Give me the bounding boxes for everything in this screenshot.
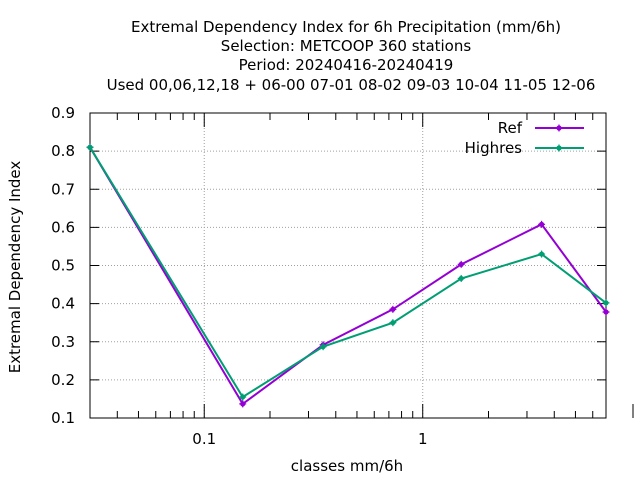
legend-label-ref: Ref [498, 119, 523, 137]
grid [90, 113, 606, 418]
y-tick-label: 0.6 [51, 218, 75, 236]
y-axis-label: Extremal Dependency Index [6, 161, 24, 374]
y-tick-label: 0.5 [51, 257, 75, 275]
x-tick-label: 0.1 [192, 430, 216, 448]
series-group [86, 143, 610, 408]
legend-label-highres: Highres [465, 139, 523, 157]
y-tick-label: 0.4 [51, 295, 75, 313]
series-ref [86, 143, 610, 408]
chart-title: Extremal Dependency Index for 6h Precipi… [107, 18, 596, 94]
title-line-4: Used 00,06,12,18 + 06-00 07-01 08-02 09-… [107, 76, 596, 94]
x-axis-label: classes mm/6h [291, 457, 403, 475]
title-line-2: Selection: METCOOP 360 stations [221, 37, 472, 55]
y-tick-label: 0.3 [51, 333, 75, 351]
title-line-1: Extremal Dependency Index for 6h Precipi… [131, 18, 561, 36]
legend: Ref Highres [465, 119, 584, 157]
y-tick-label: 0.1 [51, 409, 75, 427]
y-tick-label: 0.2 [51, 371, 75, 389]
legend-entry-ref: Ref [498, 119, 584, 137]
x-tick-label: 1 [418, 430, 428, 448]
series-line-highres [89, 146, 607, 399]
y-tick-label: 0.7 [51, 180, 75, 198]
series-highres [86, 143, 610, 401]
title-line-3: Period: 20240416-20240419 [239, 56, 454, 74]
y-tick-label: 0.8 [51, 142, 75, 160]
plot-frame [89, 112, 607, 419]
y-tick-label: 0.9 [51, 104, 75, 122]
axis-ticks: 0.1 0.2 0.3 0.4 0.5 0.6 0.7 0.8 0.9 0.1 1 [51, 104, 606, 448]
legend-entry-highres: Highres [465, 139, 584, 157]
